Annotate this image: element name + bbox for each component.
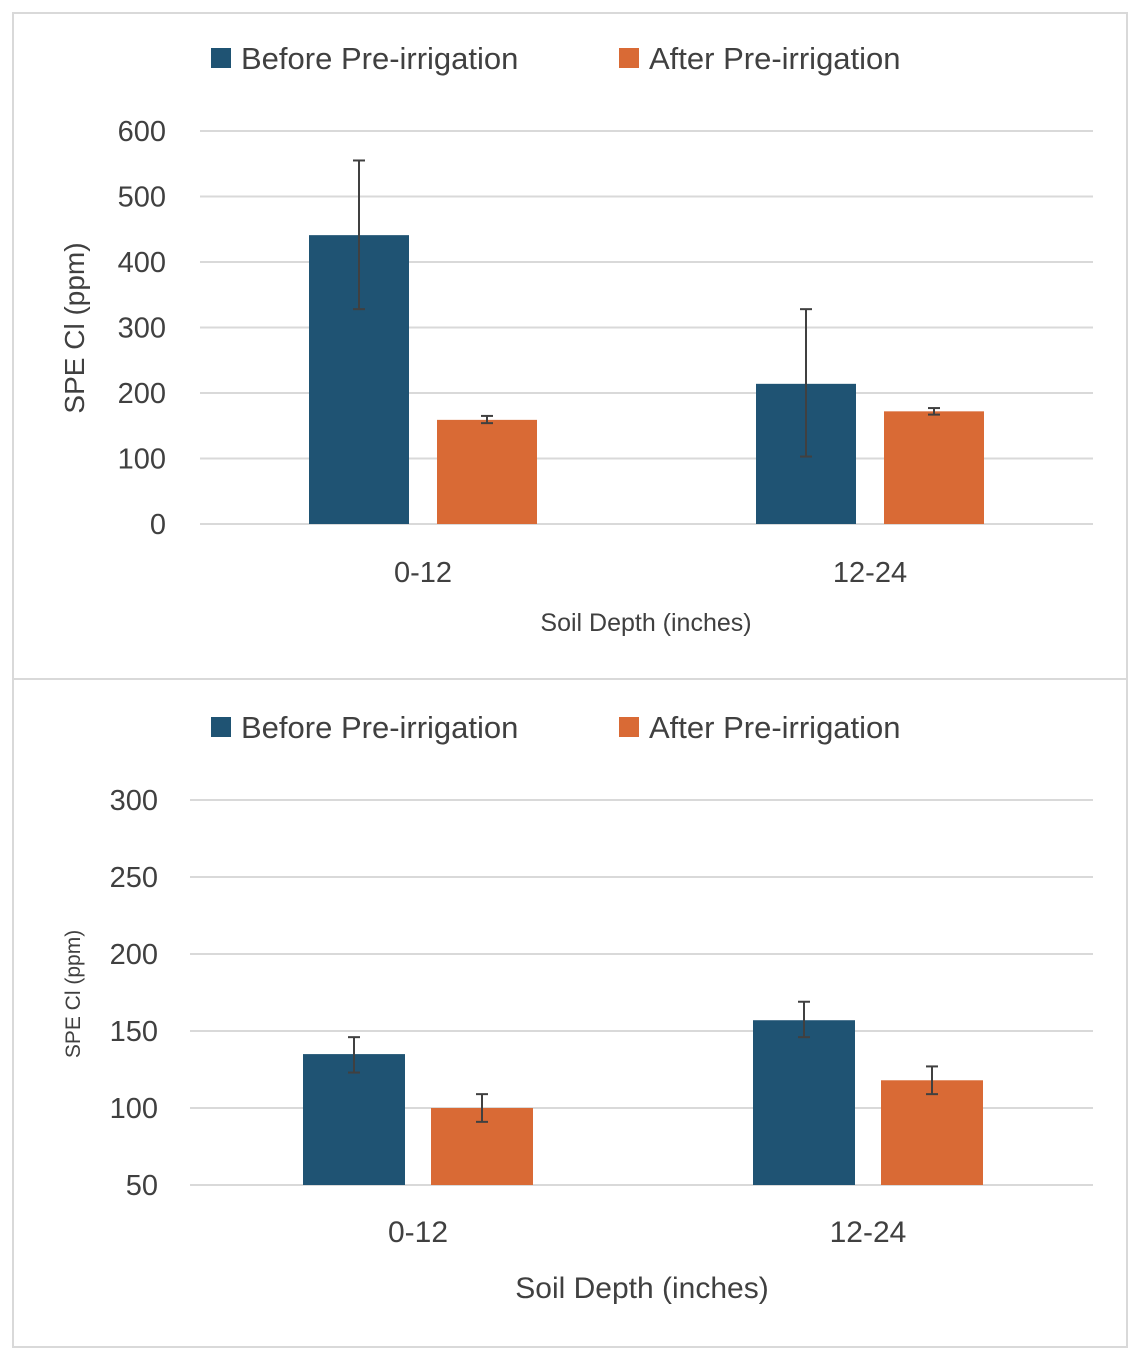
y-tick-label: 600 <box>118 116 166 148</box>
y-tick-label: 400 <box>118 247 166 279</box>
error-bar-after-12-24 <box>928 407 940 416</box>
y-tick-label: 50 <box>126 1170 158 1202</box>
y-axis-title: SPE Cl (ppm) <box>62 930 85 1058</box>
x-axis-title: Soil Depth (inches) <box>515 1272 768 1305</box>
error-bar-before-0-12 <box>348 1036 360 1074</box>
error-bar-before-12-24 <box>800 308 812 458</box>
x-tick-labels: 0-12 12-24 <box>388 1216 906 1249</box>
y-tick-label: 500 <box>118 182 166 214</box>
bar-before-12-24 <box>753 1020 855 1185</box>
y-tick-labels: 0 100 200 300 400 500 600 <box>118 116 166 541</box>
error-bar-before-12-24 <box>798 1000 810 1039</box>
chart-top: Before Pre-irrigation After Pre-irrigati… <box>59 41 1093 637</box>
y-tick-label: 200 <box>118 378 166 410</box>
x-axis-title: Soil Depth (inches) <box>540 609 751 637</box>
legend-swatch-before <box>211 717 231 737</box>
error-bar-after-0-12 <box>481 414 493 425</box>
legend-label-after: After Pre-irrigation <box>649 710 901 745</box>
y-tick-label: 150 <box>110 1016 158 1048</box>
bar-after-0-12 <box>437 419 537 524</box>
y-axis-title: SPE Cl (ppm) <box>59 242 90 413</box>
x-tick-label: 12-24 <box>833 557 907 589</box>
legend-label-after: After Pre-irrigation <box>649 41 901 76</box>
legend-label-before: Before Pre-irrigation <box>241 710 518 745</box>
y-tick-label: 300 <box>118 313 166 345</box>
bars <box>303 1020 983 1185</box>
x-tick-label: 12-24 <box>830 1216 907 1249</box>
x-tick-label: 0-12 <box>388 1216 448 1249</box>
chart-bottom: Before Pre-irrigation After Pre-irrigati… <box>62 710 1093 1305</box>
error-bar-before-0-12 <box>353 159 365 311</box>
legend-swatch-after <box>619 717 639 737</box>
error-bar-after-0-12 <box>476 1093 488 1123</box>
y-tick-label: 200 <box>110 939 158 971</box>
error-bars <box>353 159 940 458</box>
error-bars <box>348 1000 938 1123</box>
y-tick-label: 250 <box>110 862 158 894</box>
y-tick-label: 300 <box>110 785 158 817</box>
x-tick-label: 0-12 <box>394 557 452 589</box>
legend: Before Pre-irrigation After Pre-irrigati… <box>211 710 901 745</box>
y-tick-labels: 50 100 150 200 250 300 <box>110 785 158 1202</box>
legend-label-before: Before Pre-irrigation <box>241 41 518 76</box>
y-tick-label: 100 <box>118 444 166 476</box>
y-tick-label: 100 <box>110 1093 158 1125</box>
legend-swatch-before <box>211 48 231 68</box>
bars <box>309 235 984 524</box>
panel-divider <box>12 678 1128 680</box>
legend-swatch-after <box>619 48 639 68</box>
y-tick-label: 0 <box>150 509 166 541</box>
error-bar-after-12-24 <box>926 1065 938 1096</box>
bar-before-0-12 <box>303 1054 405 1185</box>
x-tick-labels: 0-12 12-24 <box>394 557 907 589</box>
bar-after-12-24 <box>881 1080 983 1185</box>
legend: Before Pre-irrigation After Pre-irrigati… <box>211 41 901 76</box>
bar-after-12-24 <box>884 411 984 524</box>
